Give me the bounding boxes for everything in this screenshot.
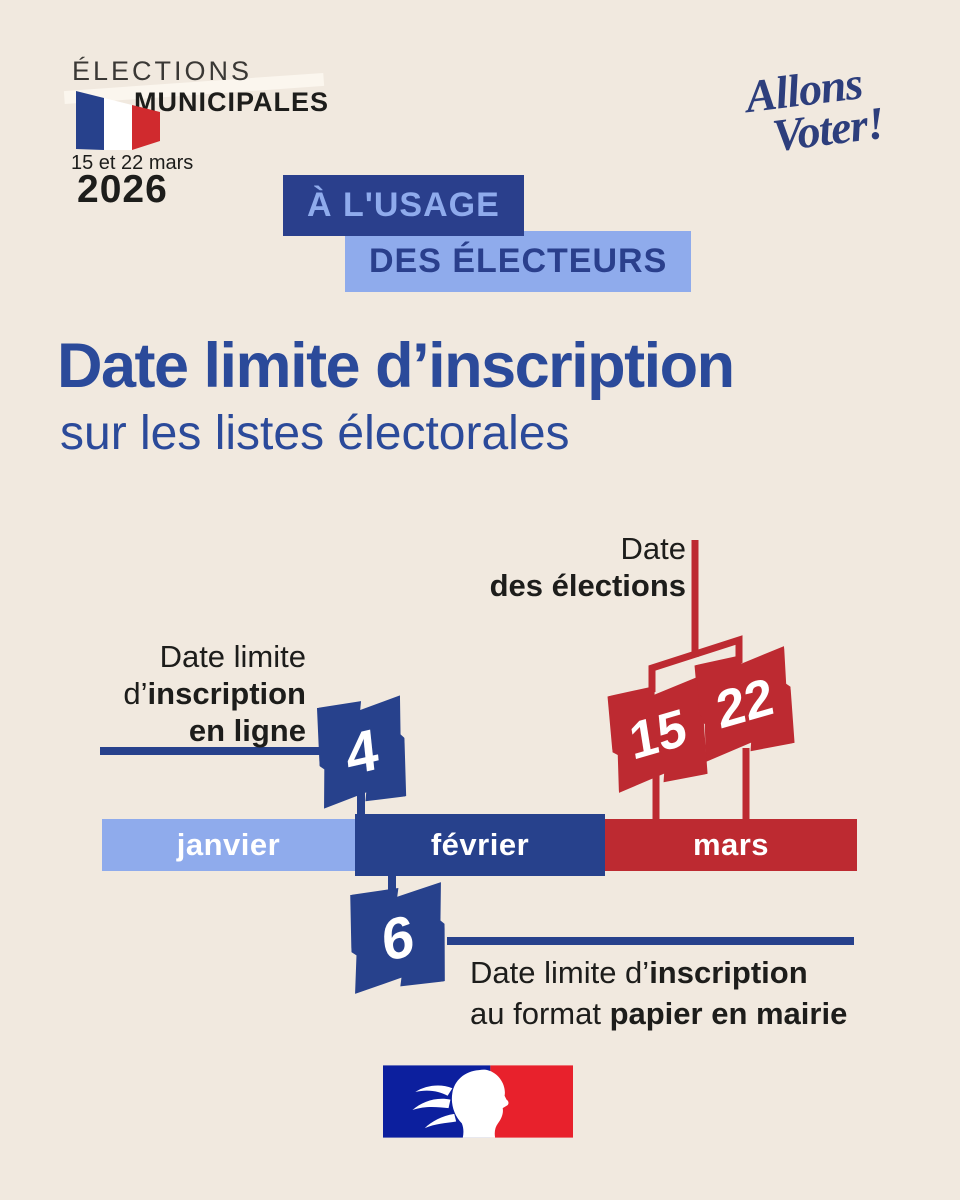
- logo-election-dates: 15 et 22 mars: [71, 152, 194, 174]
- allons-voter-line2: Voter!: [769, 97, 887, 162]
- label-online-deadline: Date limite d’inscription en ligne: [80, 638, 306, 749]
- stamp-day-4: 4: [314, 689, 411, 815]
- label-paper-line1: Date limite d’inscription: [470, 955, 808, 990]
- page-title: Date limite d’inscription: [57, 331, 735, 401]
- stamp-22-number: 22: [712, 667, 778, 741]
- label-election-dates: Date des élections: [440, 530, 686, 604]
- month-label-mars: mars: [692, 827, 770, 862]
- logo-title-elections: ÉLECTIONS: [72, 56, 253, 86]
- logo-title-municipales: MUNICIPALES: [134, 87, 330, 117]
- stamp-day-22: 22: [691, 640, 799, 768]
- month-label-janvier: janvier: [176, 827, 281, 862]
- label-online-line2: d’inscription: [123, 676, 306, 711]
- stamp-day-6: 6: [346, 876, 449, 1000]
- month-label-fevrier: février: [430, 827, 530, 862]
- allons-voter-logo: Allons Voter!: [743, 57, 887, 162]
- stamp-15-number: 15: [625, 698, 691, 772]
- stamp-4-number: 4: [342, 715, 382, 789]
- marianne-government-logo: [383, 1065, 573, 1138]
- timeline-month-janvier: janvier: [102, 819, 355, 871]
- stamp-6-number: 6: [379, 902, 417, 974]
- timeline-month-mars: mars: [605, 819, 857, 871]
- label-election-dates-line1: Date: [620, 531, 686, 566]
- page-subtitle: sur les listes électorales: [60, 407, 570, 460]
- french-flag-icon: [76, 91, 160, 150]
- badge-a-l-usage: À L'USAGE: [283, 175, 524, 236]
- logo-election-year: 2026: [77, 168, 168, 211]
- stamp-day-15: 15: [604, 671, 712, 799]
- label-election-dates-line2: des élections: [489, 568, 686, 603]
- label-paper-deadline: Date limite d’inscription au format papi…: [470, 952, 890, 1034]
- timeline-month-fevrier: février: [355, 814, 605, 876]
- label-online-line3: en ligne: [188, 713, 306, 748]
- label-paper-line2: au format papier en mairie: [470, 996, 848, 1031]
- label-online-line1: Date limite: [159, 639, 306, 674]
- badge-des-electeurs: DES ÉLECTEURS: [345, 231, 692, 292]
